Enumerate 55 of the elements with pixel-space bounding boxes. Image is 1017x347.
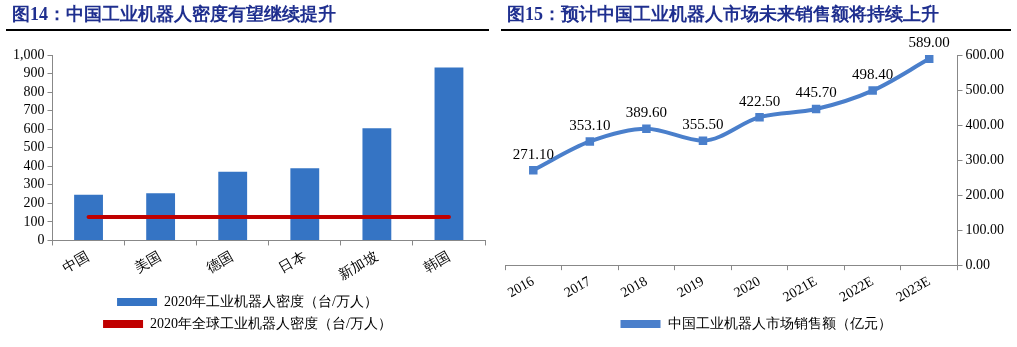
x-tick-label: 2019 xyxy=(674,273,707,301)
data-label: 589.00 xyxy=(908,34,950,51)
y2-tick-label: 500.00 xyxy=(965,81,1004,97)
y-tick-label: 900 xyxy=(23,65,45,81)
y2-tick-label: 600.00 xyxy=(965,46,1004,62)
point xyxy=(698,136,708,145)
y2-tick-label: 0.00 xyxy=(965,256,990,272)
y2-tick-label: 300.00 xyxy=(965,151,1004,167)
point xyxy=(642,124,651,133)
x-tick-label: 中国 xyxy=(60,248,92,276)
x-tick-label: 德国 xyxy=(204,248,237,276)
y2-tick-label: 400.00 xyxy=(965,116,1004,132)
data-label: 355.50 xyxy=(682,116,724,133)
data-label: 271.10 xyxy=(512,145,554,162)
x-tick-label: 2018 xyxy=(618,273,650,301)
bar xyxy=(74,194,103,240)
chart-title: 图15：预计中国工业机器人市场未来销售额将持续上升 xyxy=(501,0,1011,31)
x-tick-label: 2016 xyxy=(504,273,537,301)
data-label: 353.10 xyxy=(569,116,611,133)
legend-label: 2020年全球工业机器人密度（台/万人） xyxy=(150,315,392,331)
y2-tick-label: 100.00 xyxy=(965,221,1004,237)
x-tick-label: 新加坡 xyxy=(336,248,381,283)
data-label: 389.60 xyxy=(625,104,668,121)
point xyxy=(585,137,595,146)
point xyxy=(924,55,934,64)
y-tick-label: 300 xyxy=(23,176,45,192)
x-tick-label: 韩国 xyxy=(420,248,453,276)
legend-label: 2020年工业机器人密度（台/万人） xyxy=(164,293,378,309)
y-tick-label: 100 xyxy=(23,213,45,229)
chart-title: 图14：中国工业机器人密度有望继续提升 xyxy=(6,0,489,31)
bar xyxy=(146,193,176,240)
y-tick-label: 1,000 xyxy=(13,46,45,62)
data-label: 498.40 xyxy=(852,66,894,83)
x-tick-label: 2020 xyxy=(731,273,763,301)
point xyxy=(529,165,538,175)
bar xyxy=(362,128,392,240)
y-tick-label: 700 xyxy=(23,102,45,118)
y-tick-label: 400 xyxy=(23,157,45,173)
y2-tick-label: 200.00 xyxy=(965,186,1004,202)
y-tick-label: 600 xyxy=(23,120,45,136)
y-tick-label: 800 xyxy=(23,83,45,99)
x-tick-label: 2017 xyxy=(561,273,594,301)
bar xyxy=(218,171,248,240)
y-tick-label: 200 xyxy=(23,195,45,211)
data-label: 445.70 xyxy=(795,84,837,101)
data-label: 422.50 xyxy=(738,92,781,109)
point xyxy=(755,112,764,122)
x-tick-label: 日本 xyxy=(276,248,309,276)
x-tick-label: 美国 xyxy=(132,248,164,276)
point xyxy=(868,86,877,95)
y-tick-label: 0 xyxy=(37,232,45,248)
bar xyxy=(290,168,320,240)
y-tick-label: 500 xyxy=(23,139,45,155)
legend-label: 中国工业机器人市场销售额（亿元） xyxy=(667,315,892,331)
bar xyxy=(434,67,464,240)
